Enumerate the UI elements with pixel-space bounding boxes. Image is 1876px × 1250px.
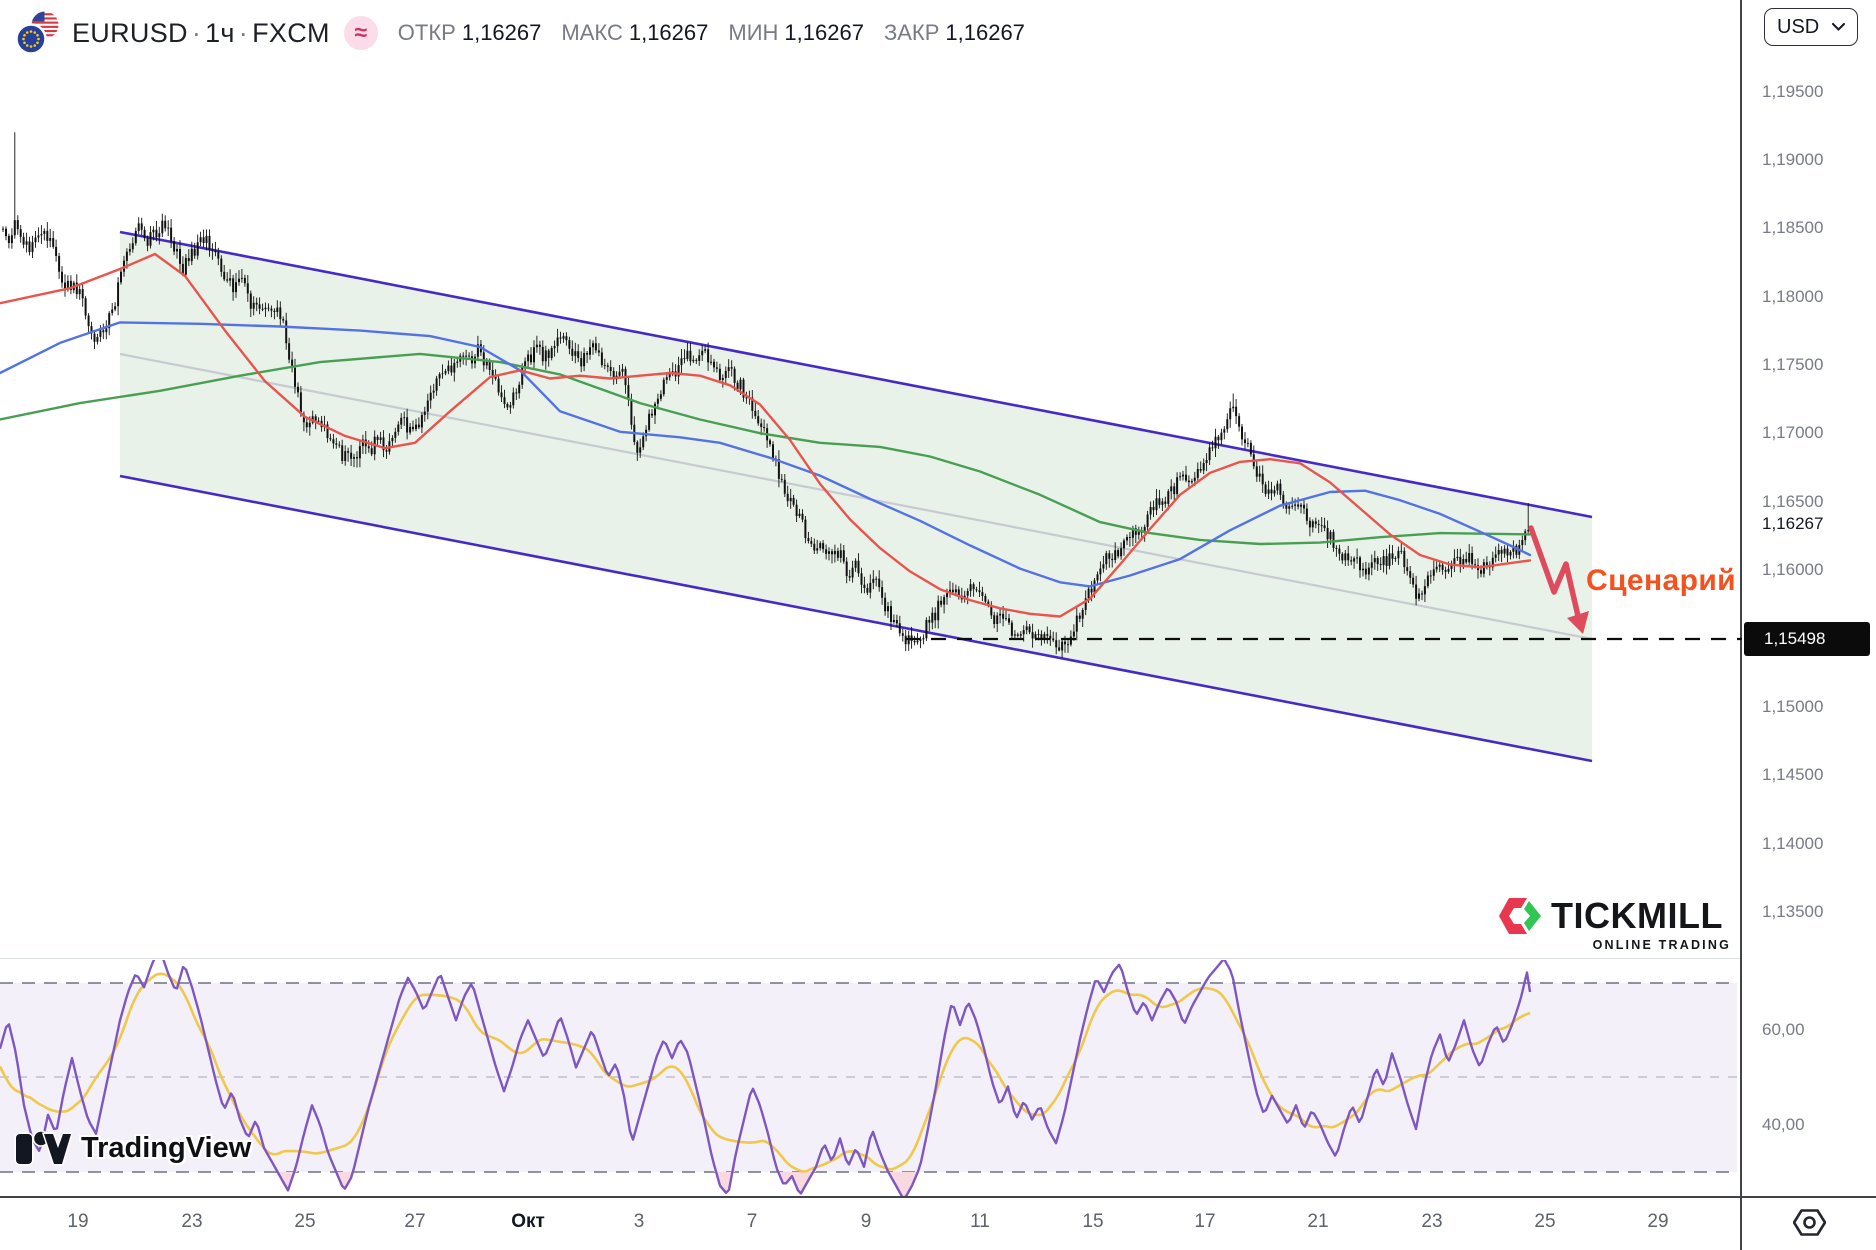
time-axis-label: Окт — [511, 1211, 545, 1232]
time-axis-label: 9 — [860, 1211, 872, 1232]
low-value: 1,16267 — [784, 20, 864, 45]
tradingview-logo: TradingView — [14, 1127, 251, 1169]
trend-channel-lower-line[interactable] — [119, 474, 1593, 763]
chart-surface[interactable] — [0, 0, 1742, 1250]
rsi-axis-label: 40,00 — [1762, 1115, 1805, 1134]
price-axis-label: 1,16000 — [1762, 560, 1824, 579]
rsi-line — [0, 960, 1532, 1196]
trend-channel-upper-line[interactable] — [119, 230, 1593, 519]
time-axis-label: 23 — [1421, 1211, 1443, 1232]
rsi-oversold-fill — [336, 1168, 354, 1189]
tickmill-logo-subtitle: ONLINE TRADING — [1592, 938, 1731, 952]
close-label: ЗАКР — [883, 20, 940, 45]
time-axis-label: 25 — [294, 1211, 316, 1232]
symbol-title[interactable]: EURUSD · 1ч · FXCM — [72, 17, 330, 48]
rsi-oversold-fill — [276, 1162, 297, 1191]
currency-dropdown-label: USD — [1777, 15, 1820, 38]
price-axis-label: 1,14000 — [1762, 834, 1824, 853]
time-axis-label: 25 — [1534, 1211, 1556, 1232]
high-value: 1,16267 — [628, 20, 709, 45]
time-axis-label: 23 — [181, 1211, 203, 1232]
price-axis-label: 1,14500 — [1762, 765, 1824, 784]
approx-data-icon[interactable]: ≈ — [343, 16, 378, 50]
scenario-arrow-head — [1567, 611, 1589, 634]
time-axis-label: 19 — [67, 1211, 89, 1232]
time-axis-label: 7 — [746, 1211, 758, 1232]
ma-slow-green-line — [0, 352, 1532, 546]
ma-fast-red-line — [0, 252, 1532, 618]
tickmill-logo: TICKMILL ONLINE TRADING — [1497, 892, 1731, 952]
rsi-oversold-fill — [777, 1166, 816, 1194]
time-axis-label: 27 — [404, 1211, 426, 1232]
time-axis-label: 15 — [1082, 1211, 1104, 1232]
tickmill-logo-icon — [1499, 898, 1541, 934]
rsi-axis-label: 60,00 — [1762, 1020, 1805, 1039]
high-label: МАКС — [561, 20, 623, 45]
price-axis[interactable]: 1,19500 1,19000 1,18500 1,18000 1,17500 1,170… — [1742, 0, 1876, 1196]
time-axis-label: 29 — [1647, 1211, 1669, 1232]
time-axis[interactable]: 19 23 25 27 Окт 3 7 9 11 15 17 21 23 25 29 — [0, 1198, 1742, 1250]
rsi-oversold-fill — [888, 1171, 918, 1196]
tradingview-logo-icon — [14, 1130, 72, 1166]
chevron-down-icon — [1832, 23, 1845, 31]
price-axis-label: 1,18000 — [1762, 287, 1824, 306]
tickmill-logo-text: TICKMILL — [1551, 895, 1723, 936]
ma-mid-blue-line — [0, 321, 1532, 588]
current-price-label: 1,16267 — [1762, 514, 1824, 533]
price-axis-label: 1,16500 — [1762, 492, 1824, 511]
price-axis-label: 1,13500 — [1762, 902, 1824, 921]
symbol-header: EURUSD · 1ч · FXCM ≈ ОТКР 1,16267 МАКС 1,162… — [12, 8, 1045, 58]
price-axis-label: 1,19000 — [1762, 150, 1824, 169]
open-label: ОТКР — [397, 20, 456, 45]
currency-dropdown[interactable]: USD — [1764, 8, 1858, 46]
tradingview-logo-text: TradingView — [81, 1131, 252, 1164]
time-axis-label: 21 — [1307, 1211, 1329, 1232]
scenario-annotation-label[interactable]: Сценарий — [1586, 564, 1737, 597]
close-value: 1,16267 — [945, 20, 1025, 45]
level-price-badge: 1,15498 — [1744, 622, 1870, 656]
trend-channel-midline — [119, 352, 1593, 641]
price-axis-label: 1,17500 — [1762, 355, 1824, 374]
time-axis-border — [0, 1196, 1876, 1198]
time-axis-label: 3 — [633, 1211, 645, 1232]
open-value: 1,16267 — [461, 20, 542, 45]
scenario-arrow[interactable] — [1528, 525, 1581, 619]
settings-nut-icon[interactable] — [1793, 1209, 1826, 1236]
pane-divider — [0, 958, 1876, 959]
low-label: МИН — [728, 20, 779, 45]
price-axis-border — [1740, 0, 1742, 1250]
price-axis-label: 1,19500 — [1762, 82, 1824, 101]
price-axis-label: 1,18500 — [1762, 218, 1824, 237]
price-axis-label: 1,15000 — [1762, 697, 1824, 716]
price-axis-label: 1,17000 — [1762, 423, 1824, 442]
eurusd-pair-flags-icon — [15, 11, 59, 55]
time-axis-label: 11 — [970, 1211, 990, 1232]
time-axis-label: 17 — [1194, 1211, 1216, 1232]
ohlc-readout: ОТКР 1,16267 МАКС 1,16267 МИН 1,16267 ЗА… — [398, 20, 1045, 46]
